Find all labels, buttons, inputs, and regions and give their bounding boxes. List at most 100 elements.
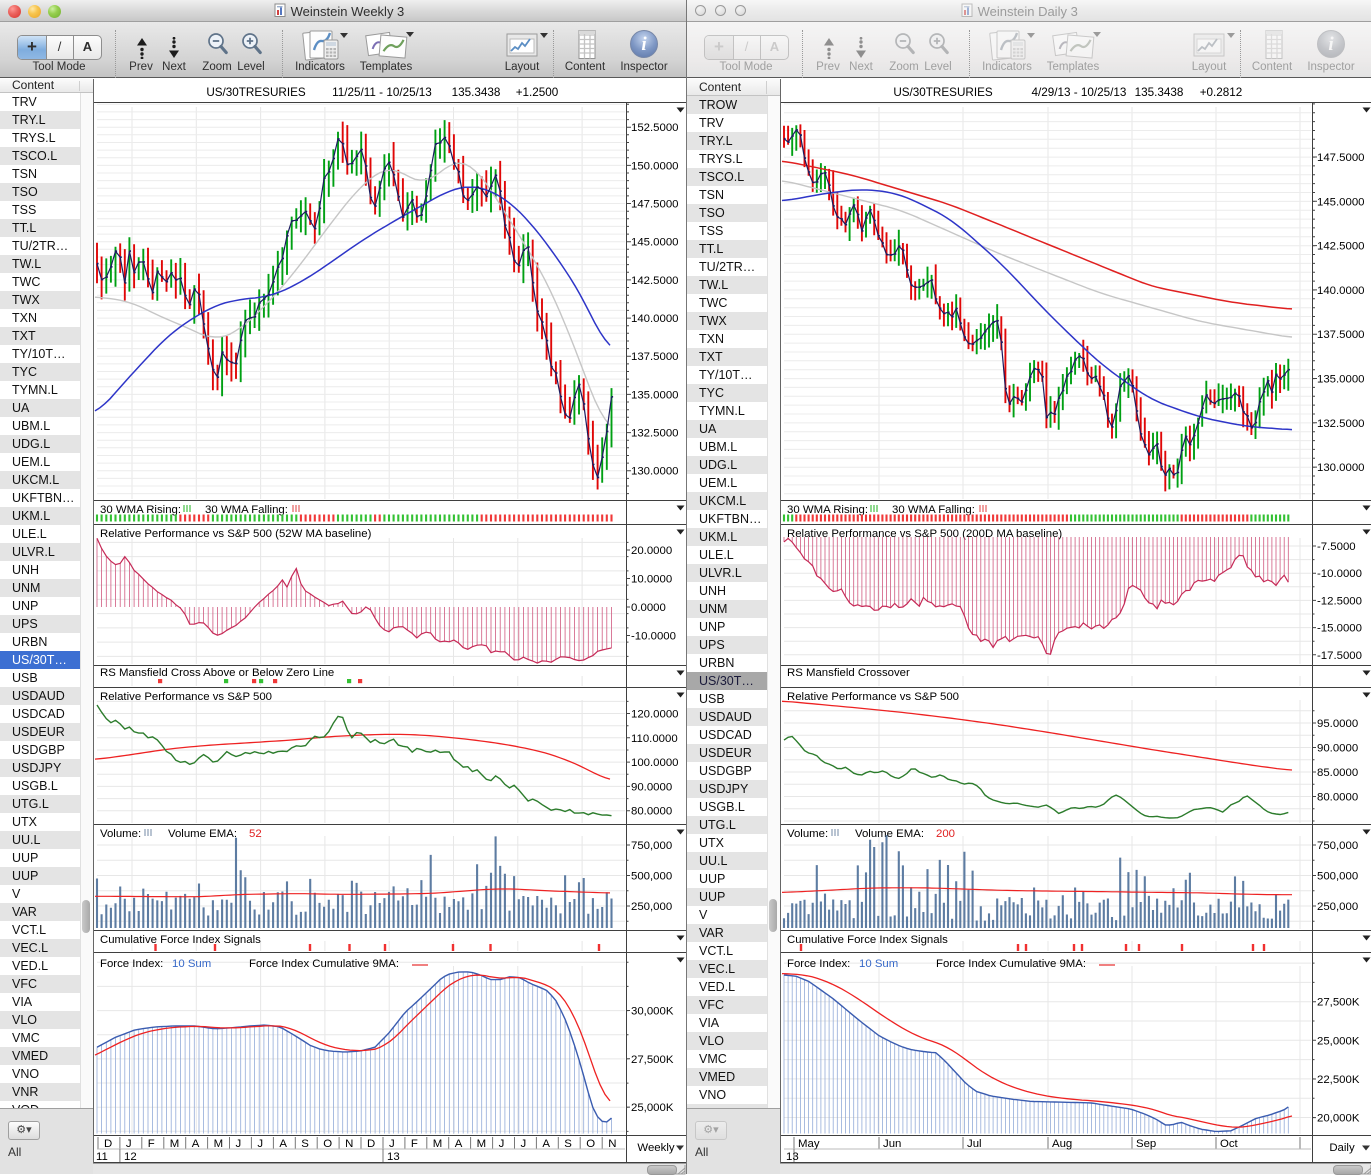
svg-text:11: 11 xyxy=(96,1151,108,1163)
svg-text:J: J xyxy=(236,1138,242,1150)
svg-text:11/25/11 - 10/25/13: 11/25/11 - 10/25/13 xyxy=(332,86,432,99)
svg-text:13: 13 xyxy=(387,1151,400,1163)
svg-text:US/30TRESURIES: US/30TRESURIES xyxy=(206,86,306,99)
svg-text:200: 200 xyxy=(936,828,955,840)
svg-text:20.0000: 20.0000 xyxy=(631,545,672,557)
svg-text:12: 12 xyxy=(124,1151,137,1163)
svg-text:Volume:: Volume: xyxy=(787,828,828,840)
svg-text:25,000K: 25,000K xyxy=(631,1102,674,1114)
svg-text:132.5000: 132.5000 xyxy=(1317,418,1365,430)
svg-text:Relative Performance vs S&P 50: Relative Performance vs S&P 500 xyxy=(100,691,272,703)
svg-text:20,000K: 20,000K xyxy=(1317,1113,1360,1125)
svg-text:A: A xyxy=(542,1138,550,1150)
svg-text:N: N xyxy=(608,1138,616,1150)
svg-text:Force Index Cumulative 9MA:: Force Index Cumulative 9MA: xyxy=(249,958,399,970)
svg-text:110.0000: 110.0000 xyxy=(631,733,678,745)
svg-text:10 Sum: 10 Sum xyxy=(172,958,211,970)
svg-text:132.5000: 132.5000 xyxy=(631,428,679,440)
svg-text:142.5000: 142.5000 xyxy=(631,275,679,287)
svg-text:10.0000: 10.0000 xyxy=(631,574,672,586)
svg-text:25,000K: 25,000K xyxy=(1317,1035,1360,1047)
svg-text:J: J xyxy=(521,1138,527,1150)
svg-text:M: M xyxy=(433,1138,443,1150)
svg-text:J: J xyxy=(126,1138,132,1150)
svg-text:i: i xyxy=(1328,34,1334,55)
svg-text:100.0000: 100.0000 xyxy=(631,757,679,769)
svg-text:30 WMA Falling:: 30 WMA Falling: xyxy=(205,504,288,516)
svg-text:Sep: Sep xyxy=(1136,1138,1156,1150)
svg-text:J: J xyxy=(389,1138,395,1150)
svg-text:F: F xyxy=(411,1138,418,1150)
svg-text:RS Mansfield Crossover: RS Mansfield Crossover xyxy=(787,667,910,679)
svg-text:+1.2500: +1.2500 xyxy=(516,86,559,99)
svg-text:30,000K: 30,000K xyxy=(631,1006,674,1018)
svg-text:80.0000: 80.0000 xyxy=(631,806,672,818)
svg-text:120.0000: 120.0000 xyxy=(631,709,679,721)
svg-text:-12.5000: -12.5000 xyxy=(1317,595,1362,607)
svg-text:250,000: 250,000 xyxy=(1317,901,1358,913)
svg-text:30 WMA Falling:: 30 WMA Falling: xyxy=(892,504,975,516)
svg-text:RS Mansfield Cross Above or Be: RS Mansfield Cross Above or Below Zero L… xyxy=(100,667,334,679)
svg-text:90.0000: 90.0000 xyxy=(1317,743,1358,755)
svg-text:D: D xyxy=(367,1138,375,1150)
svg-text:95.0000: 95.0000 xyxy=(1317,718,1358,730)
svg-text:A: A xyxy=(279,1138,287,1150)
svg-text:Cumulative Force Index Signals: Cumulative Force Index Signals xyxy=(787,934,948,946)
svg-text:-10.0000: -10.0000 xyxy=(631,631,676,643)
svg-text:F: F xyxy=(148,1138,155,1150)
svg-text:Relative Performance vs S&P 50: Relative Performance vs S&P 500 (200D MA… xyxy=(787,528,1062,540)
svg-text:May: May xyxy=(798,1138,820,1150)
svg-text:152.5000: 152.5000 xyxy=(631,122,679,134)
svg-text:80.0000: 80.0000 xyxy=(1317,792,1358,804)
svg-text:O: O xyxy=(323,1138,332,1150)
svg-text:90.0000: 90.0000 xyxy=(631,781,672,793)
svg-text:27,500K: 27,500K xyxy=(631,1054,674,1066)
svg-text:Volume:: Volume: xyxy=(100,828,141,840)
svg-text:-10.0000: -10.0000 xyxy=(1317,568,1362,580)
svg-text:140.0000: 140.0000 xyxy=(1317,285,1365,297)
svg-text:85.0000: 85.0000 xyxy=(1317,767,1358,779)
svg-text:Oct: Oct xyxy=(1220,1138,1239,1150)
svg-text:-15.0000: -15.0000 xyxy=(1317,623,1362,635)
svg-text:147.5000: 147.5000 xyxy=(631,199,679,211)
svg-text:S: S xyxy=(564,1138,572,1150)
svg-text:Aug: Aug xyxy=(1052,1138,1072,1150)
svg-text:145.0000: 145.0000 xyxy=(631,237,679,249)
svg-text:A: A xyxy=(455,1138,463,1150)
svg-text:D: D xyxy=(104,1138,112,1150)
svg-text:J: J xyxy=(499,1138,505,1150)
svg-text:145.0000: 145.0000 xyxy=(1317,196,1365,208)
svg-text:750,000: 750,000 xyxy=(631,840,672,852)
svg-text:0.0000: 0.0000 xyxy=(631,602,666,614)
svg-text:N: N xyxy=(345,1138,353,1150)
svg-text:137.5000: 137.5000 xyxy=(1317,329,1365,341)
svg-text:30 WMA Rising:: 30 WMA Rising: xyxy=(100,504,181,516)
svg-text:Jun: Jun xyxy=(883,1138,901,1150)
svg-text:Relative Performance vs S&P 50: Relative Performance vs S&P 500 xyxy=(787,691,959,703)
svg-text:500,000: 500,000 xyxy=(631,871,672,883)
svg-text:135.0000: 135.0000 xyxy=(631,389,679,401)
svg-text:US/30TRESURIES: US/30TRESURIES xyxy=(893,86,993,99)
svg-text:750,000: 750,000 xyxy=(1317,840,1358,852)
svg-text:10 Sum: 10 Sum xyxy=(859,958,898,970)
svg-text:147.5000: 147.5000 xyxy=(1317,152,1365,164)
svg-text:140.0000: 140.0000 xyxy=(631,313,679,325)
svg-text:Daily: Daily xyxy=(1329,1142,1355,1154)
svg-text:27,500K: 27,500K xyxy=(1317,997,1360,1009)
svg-text:130.0000: 130.0000 xyxy=(1317,462,1365,474)
svg-text:Force Index Cumulative 9MA:: Force Index Cumulative 9MA: xyxy=(936,958,1086,970)
svg-text:130.0000: 130.0000 xyxy=(631,466,679,478)
svg-text:-17.5000: -17.5000 xyxy=(1317,650,1362,662)
svg-text:150.0000: 150.0000 xyxy=(631,160,679,172)
svg-text:J: J xyxy=(257,1138,263,1150)
svg-text:52: 52 xyxy=(249,828,262,840)
svg-text:30 WMA Rising:: 30 WMA Rising: xyxy=(787,504,868,516)
svg-text:250,000: 250,000 xyxy=(631,901,672,913)
svg-text:137.5000: 137.5000 xyxy=(631,351,679,363)
svg-text:22,500K: 22,500K xyxy=(1317,1074,1360,1086)
svg-text:Cumulative Force Index Signals: Cumulative Force Index Signals xyxy=(100,934,261,946)
svg-text:135.3438: 135.3438 xyxy=(1135,86,1184,99)
svg-text:i: i xyxy=(641,34,647,55)
svg-text:135.0000: 135.0000 xyxy=(1317,374,1365,386)
svg-text:+0.2812: +0.2812 xyxy=(1200,86,1243,99)
